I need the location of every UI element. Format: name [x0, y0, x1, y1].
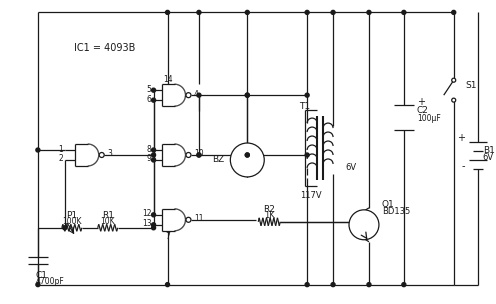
Circle shape	[402, 10, 406, 14]
Circle shape	[36, 283, 40, 287]
Text: 10K: 10K	[100, 217, 115, 226]
Text: T1: T1	[299, 102, 310, 111]
Circle shape	[452, 10, 456, 14]
Text: +: +	[457, 133, 465, 143]
Circle shape	[152, 153, 156, 157]
Text: S1: S1	[466, 81, 477, 90]
Text: BZ: BZ	[212, 155, 224, 164]
Circle shape	[230, 143, 264, 177]
Circle shape	[246, 93, 249, 97]
Text: 13: 13	[142, 219, 152, 228]
Circle shape	[166, 283, 170, 287]
Circle shape	[197, 10, 201, 14]
Text: -: -	[461, 161, 465, 171]
Circle shape	[305, 10, 309, 14]
Circle shape	[246, 93, 249, 97]
Text: 1: 1	[58, 144, 63, 154]
Circle shape	[246, 153, 249, 157]
Text: 9: 9	[147, 154, 152, 164]
Text: 2: 2	[58, 154, 63, 164]
Circle shape	[152, 148, 156, 152]
Circle shape	[402, 283, 406, 287]
Text: B1: B1	[483, 146, 495, 154]
Text: 7: 7	[165, 232, 170, 241]
Text: 8: 8	[147, 144, 152, 154]
Circle shape	[152, 98, 156, 102]
Text: +: +	[417, 97, 425, 107]
Text: R2: R2	[263, 205, 275, 214]
Circle shape	[152, 213, 156, 217]
Circle shape	[166, 10, 170, 14]
Circle shape	[197, 153, 201, 157]
Circle shape	[152, 158, 156, 162]
Circle shape	[331, 10, 335, 14]
Text: 12: 12	[142, 209, 152, 218]
Text: P1: P1	[66, 211, 77, 220]
Text: 6V: 6V	[483, 154, 494, 162]
Circle shape	[305, 93, 309, 97]
Circle shape	[305, 283, 309, 287]
Text: 6V: 6V	[345, 164, 356, 172]
Circle shape	[186, 153, 191, 157]
Circle shape	[367, 10, 371, 14]
Circle shape	[331, 283, 335, 287]
Circle shape	[349, 210, 379, 240]
Circle shape	[367, 283, 371, 287]
Text: 4: 4	[194, 90, 199, 99]
Text: 6: 6	[147, 95, 152, 104]
Circle shape	[197, 153, 201, 157]
Text: BD135: BD135	[382, 207, 410, 216]
Text: C1: C1	[36, 271, 48, 280]
Text: 100μF: 100μF	[417, 114, 440, 123]
Text: 100K: 100K	[62, 217, 81, 226]
Circle shape	[186, 93, 191, 98]
Text: 11: 11	[194, 214, 203, 223]
Text: IC1 = 4093B: IC1 = 4093B	[74, 43, 135, 53]
Circle shape	[197, 93, 201, 97]
Circle shape	[305, 153, 309, 157]
Text: 3: 3	[107, 150, 112, 158]
Circle shape	[63, 226, 67, 230]
Circle shape	[99, 153, 104, 157]
Circle shape	[246, 10, 249, 14]
Text: 4700pF: 4700pF	[36, 277, 64, 286]
Text: 117V: 117V	[300, 192, 322, 200]
Circle shape	[452, 98, 456, 102]
Text: R1: R1	[102, 211, 114, 220]
Text: 14: 14	[163, 75, 172, 84]
Circle shape	[152, 88, 156, 92]
Circle shape	[246, 153, 249, 157]
Text: 5: 5	[147, 85, 152, 94]
Circle shape	[452, 78, 456, 82]
Circle shape	[186, 217, 191, 222]
Text: 10: 10	[194, 150, 203, 158]
Circle shape	[152, 226, 156, 230]
Text: C2: C2	[417, 105, 429, 115]
Circle shape	[152, 223, 156, 227]
Circle shape	[36, 148, 40, 152]
Text: 1K: 1K	[264, 211, 275, 220]
Text: Q1: Q1	[382, 200, 395, 209]
